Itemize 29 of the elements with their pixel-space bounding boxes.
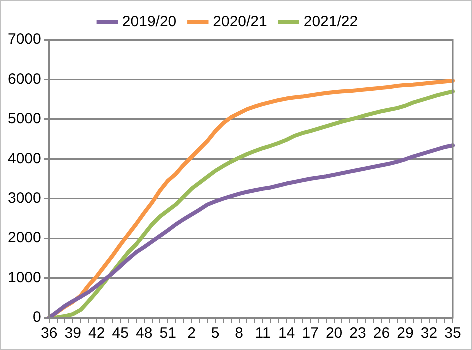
y-tick-label: 4000	[8, 150, 42, 168]
x-tick-label: 29	[397, 325, 414, 342]
x-tick-label: 39	[64, 325, 82, 342]
x-tick-label: 23	[350, 325, 366, 342]
y-tick-label: 6000	[8, 70, 42, 88]
x-tick-label: 8	[235, 325, 244, 342]
x-tick-label: 36	[41, 325, 58, 342]
x-tick-label: 45	[112, 325, 129, 342]
legend-label: 2019/20	[122, 14, 177, 31]
legend-label: 2021/22	[304, 14, 358, 31]
y-tick-label: 5000	[8, 110, 42, 128]
x-tick-label: 42	[88, 325, 106, 342]
x-tick-label: 20	[326, 325, 343, 342]
x-tick-label: 11	[255, 325, 271, 342]
x-tick-label: 5	[211, 325, 220, 342]
y-tick-label: 3000	[8, 190, 42, 207]
x-tick-label: 26	[373, 325, 390, 342]
x-tick-label: 17	[302, 325, 319, 342]
x-tick-label: 2	[188, 325, 196, 342]
y-tick-label: 0	[33, 309, 42, 326]
y-tick-label: 7000	[8, 31, 42, 48]
x-tick-label: 14	[278, 325, 296, 342]
y-tick-label: 1000	[8, 269, 42, 286]
x-tick-label: 35	[444, 325, 462, 342]
y-tick-label: 2000	[8, 230, 42, 247]
x-tick-label: 32	[420, 325, 438, 342]
legend-label: 2020/21	[213, 14, 268, 31]
x-tick-label: 51	[160, 325, 176, 342]
x-tick-label: 48	[136, 325, 153, 342]
